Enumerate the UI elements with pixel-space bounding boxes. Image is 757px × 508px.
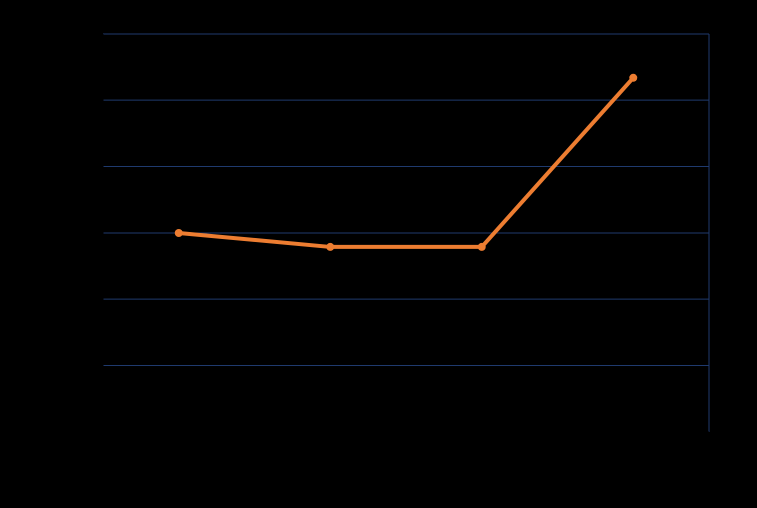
chart-svg xyxy=(0,0,757,508)
line-chart xyxy=(0,0,757,508)
